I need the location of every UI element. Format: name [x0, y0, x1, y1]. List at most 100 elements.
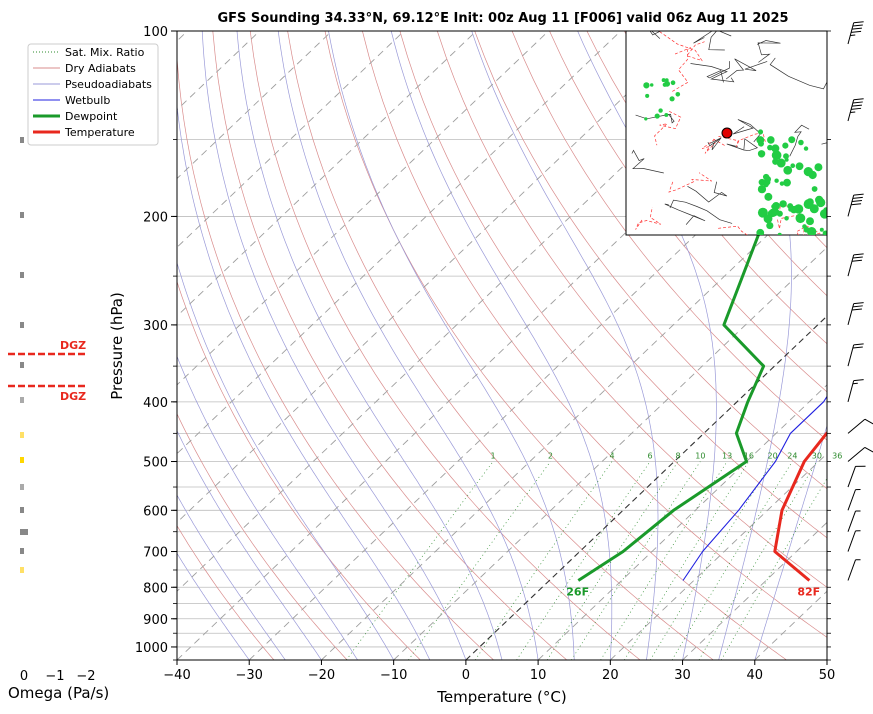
omega-bar	[20, 507, 24, 513]
barb-half-flag	[850, 111, 856, 114]
barb-flag	[852, 196, 863, 199]
inset-precip	[767, 144, 773, 151]
isotherm-line	[177, 31, 622, 455]
inset-contour	[789, 124, 810, 157]
inset-precip	[757, 129, 764, 135]
isotherm-line	[465, 315, 827, 660]
inset-precip	[806, 226, 817, 235]
barb-flag	[851, 104, 862, 107]
pseudoadiabat-line	[471, 31, 659, 660]
wind-barb	[847, 489, 861, 511]
inset-precip	[764, 175, 772, 183]
inset-precip	[788, 136, 796, 144]
inset-precip	[783, 153, 789, 160]
inset-precip	[756, 136, 765, 144]
pseudoadiabat-line	[236, 31, 503, 660]
isotherm-line	[177, 31, 694, 524]
barb-flag	[853, 253, 864, 256]
pseudoadiabat-line	[177, 355, 358, 660]
barb-flag	[853, 193, 864, 196]
barb-flag	[853, 98, 864, 101]
wetbulb-line	[682, 395, 827, 581]
x-tick-label: 40	[747, 668, 764, 683]
dry-adiabat-line	[549, 31, 827, 393]
inset-precip	[814, 163, 823, 172]
barb-staff	[847, 447, 866, 462]
inset-precip	[767, 136, 775, 144]
barb-staff	[847, 380, 855, 402]
inset-contour	[669, 199, 733, 224]
barb-flag	[852, 256, 863, 259]
location-marker	[721, 127, 733, 139]
y-tick-label: 800	[143, 581, 168, 596]
barb-flag	[853, 21, 864, 24]
barb-half-flag	[850, 34, 856, 37]
y-tick-label: 1000	[135, 641, 168, 656]
inset-precip	[649, 83, 654, 87]
dgz-label: DGZ	[60, 390, 86, 403]
inset-contour	[725, 58, 768, 80]
pseudoadiabat-line	[718, 31, 792, 660]
mixing-ratio-label: 20	[767, 452, 777, 461]
chart-title: GFS Sounding 34.33°N, 69.12°E Init: 00z …	[217, 11, 788, 26]
inset-precip	[766, 221, 774, 230]
omega-axis-label: Omega (Pa/s)	[8, 684, 109, 702]
inset-precip	[777, 232, 782, 235]
omega-bar	[20, 432, 24, 438]
inset-contour	[708, 31, 732, 51]
inset-precip	[823, 207, 827, 213]
mixing-ratio-label: 4	[609, 452, 614, 461]
pseudoadiabat-line	[177, 552, 250, 660]
inset-precip	[802, 224, 807, 229]
mixing-ratio-line	[408, 461, 551, 660]
mixing-ratio-label: 13	[722, 452, 732, 461]
barb-flag	[851, 107, 862, 110]
inset-contour	[654, 110, 682, 146]
legend: Sat. Mix. Ratio Dry Adiabats Pseudoadiabat…	[27, 43, 159, 146]
inset-precip	[774, 178, 779, 183]
barb-flag	[864, 446, 873, 453]
inset-precip	[670, 80, 676, 86]
omega-bar	[20, 272, 24, 278]
barb-staff	[847, 303, 855, 326]
pseudoadiabat-line	[177, 430, 322, 660]
inset-precip	[822, 230, 827, 235]
barb-flag	[853, 379, 864, 382]
pseudoadiabat-line	[201, 31, 467, 660]
y-tick-label: 300	[143, 319, 168, 334]
mixing-ratio-line	[720, 477, 827, 660]
dgz-lines: DGZ DGZ	[8, 339, 86, 403]
wind-barb	[847, 510, 861, 532]
inset-precip	[664, 113, 669, 117]
omega-panel: DGZ DGZ 0 −1 −2 Omega (Pa/s)	[8, 137, 109, 702]
isotherm-line	[177, 31, 477, 317]
mixing-ratio-label: 30	[812, 452, 822, 461]
barb-flag	[852, 305, 863, 308]
inset-contour	[664, 203, 706, 225]
barb-flag	[853, 302, 864, 305]
mixing-ratio-line	[650, 461, 773, 660]
inset-precip	[654, 113, 660, 119]
inset-precip	[675, 91, 681, 97]
y-axis: 100 200 300 400 500 600 700 800 900 1000	[135, 25, 831, 661]
wind-barb	[847, 21, 864, 45]
barb-staff	[847, 195, 855, 217]
omega-bar	[20, 529, 28, 535]
barb-flag	[851, 308, 862, 311]
mixing-ratio-label: 16	[744, 452, 754, 461]
barb-staff	[847, 559, 856, 581]
omega-bars	[20, 137, 28, 573]
mixing-ratio-line	[698, 461, 818, 660]
dry-adiabat-line	[287, 31, 714, 660]
mixing-ratio-label: 36	[832, 452, 842, 461]
inset-precip	[774, 152, 780, 158]
x-tick-label: −30	[236, 668, 263, 683]
isobar-gridlines	[177, 31, 827, 660]
inset-precip	[763, 181, 769, 188]
inset-map	[625, 30, 828, 236]
x-tick-label: −20	[308, 668, 335, 683]
y-tick-label: 600	[143, 504, 168, 519]
mixing-ratio-labels: 1 2 4 6 8 10 13 16 20 24 30 36	[491, 452, 843, 461]
barb-staff	[847, 466, 856, 488]
pseudoadiabat-line	[390, 31, 613, 660]
